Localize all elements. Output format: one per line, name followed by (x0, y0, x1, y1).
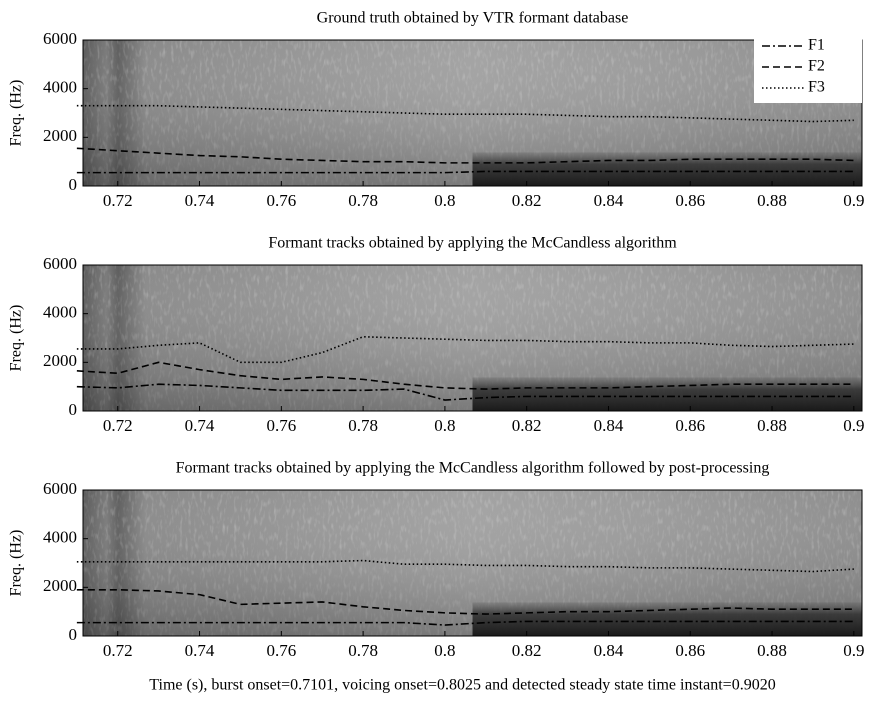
plot-frame (82, 264, 863, 412)
y-tick-label: 2000 (43, 351, 77, 370)
x-tick-label: 0.78 (348, 191, 378, 210)
x-tick-label: 0.74 (185, 641, 215, 660)
formant-line (76, 170, 854, 174)
x-tick-label: 0.78 (348, 416, 378, 435)
y-axis-label: Freq. (Hz) (8, 530, 25, 597)
panel: Ground truth obtained by VTR formant dat… (8, 10, 865, 210)
y-tick-label: 4000 (43, 303, 77, 322)
x-tick-label: 0.84 (594, 191, 624, 210)
x-tick-label: 0.8 (434, 641, 455, 660)
x-tick-label: 0.88 (757, 416, 787, 435)
spectrogram-dark-band (472, 152, 862, 186)
plot-frame (82, 39, 863, 187)
y-axis-label: Freq. (Hz) (8, 305, 25, 372)
panel: Formant tracks obtained by applying the … (8, 460, 865, 694)
formant-line (76, 104, 854, 123)
legend-label: F3 (808, 79, 825, 96)
x-tick-label: 0.9 (843, 641, 864, 660)
formant-line (76, 559, 854, 573)
x-axis-label: Time (s), burst onset=0.7101, voicing on… (149, 677, 775, 694)
formant-line (76, 335, 854, 364)
x-tick-label: 0.78 (348, 641, 378, 660)
x-tick-label: 0.86 (675, 191, 705, 210)
x-tick-label: 0.76 (266, 641, 296, 660)
chart-title: Formant tracks obtained by applying the … (268, 235, 677, 252)
x-tick-label: 0.82 (512, 641, 542, 660)
x-tick-label: 0.88 (757, 641, 787, 660)
x-tick-label: 0.84 (594, 416, 624, 435)
y-tick-label: 2000 (43, 126, 77, 145)
x-tick-label: 0.86 (675, 641, 705, 660)
formant-line (76, 620, 854, 626)
x-tick-label: 0.9 (843, 416, 864, 435)
y-tick-label: 4000 (43, 528, 77, 547)
y-tick-label: 0 (69, 625, 78, 644)
x-tick-label: 0.76 (266, 416, 296, 435)
x-tick-label: 0.8 (434, 416, 455, 435)
y-tick-label: 2000 (43, 576, 77, 595)
x-tick-label: 0.74 (185, 191, 215, 210)
y-tick-label: 6000 (43, 479, 77, 498)
x-tick-label: 0.82 (512, 191, 542, 210)
chart-title: Formant tracks obtained by applying the … (176, 460, 770, 477)
spectrogram-dark-band (472, 602, 862, 636)
x-tick-label: 0.82 (512, 416, 542, 435)
formant-line (76, 361, 854, 390)
panel: Formant tracks obtained by applying the … (8, 235, 865, 435)
y-axis-label: Freq. (Hz) (8, 80, 25, 147)
y-tick-label: 0 (69, 400, 78, 419)
y-tick-label: 6000 (43, 29, 77, 48)
chart-title: Ground truth obtained by VTR formant dat… (317, 10, 629, 27)
x-tick-label: 0.9 (843, 191, 864, 210)
y-tick-label: 6000 (43, 254, 77, 273)
spectrogram-dark-band (472, 377, 862, 411)
legend-box (754, 32, 862, 103)
formant-line (76, 147, 854, 164)
x-tick-label: 0.88 (757, 191, 787, 210)
plot-frame (82, 489, 863, 637)
formant-line (76, 383, 854, 401)
x-tick-label: 0.72 (103, 416, 133, 435)
legend-label: F2 (808, 58, 825, 75)
x-tick-label: 0.72 (103, 641, 133, 660)
x-tick-label: 0.84 (594, 641, 624, 660)
y-tick-label: 4000 (43, 78, 77, 97)
x-tick-label: 0.86 (675, 416, 705, 435)
x-tick-label: 0.72 (103, 191, 133, 210)
formant-line (76, 588, 854, 615)
x-tick-label: 0.76 (266, 191, 296, 210)
x-tick-label: 0.74 (185, 416, 215, 435)
x-tick-label: 0.8 (434, 191, 455, 210)
y-tick-label: 0 (69, 175, 78, 194)
legend-label: F1 (808, 37, 825, 54)
